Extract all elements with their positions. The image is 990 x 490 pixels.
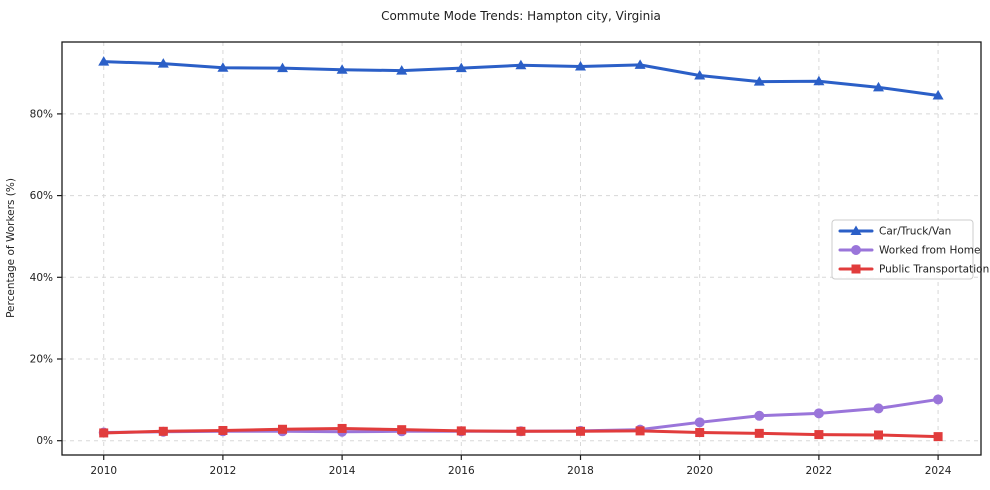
data-point-marker <box>455 62 467 73</box>
data-point-marker <box>694 69 706 80</box>
x-tick-label: 2024 <box>925 465 952 477</box>
square-marker-icon <box>851 264 861 274</box>
y-tick-label: 20% <box>30 354 53 366</box>
data-point-marker <box>635 426 645 436</box>
data-point-marker <box>694 417 705 428</box>
data-point-marker <box>337 423 347 433</box>
legend-label: Worked from Home <box>879 245 980 257</box>
legend-label: Public Transportation <box>879 264 989 276</box>
y-tick-labels: 0% 20% 40% 60% 80% <box>30 108 53 447</box>
x-tick-labels: 2010 2012 2014 2016 2018 2020 2022 2024 <box>90 465 951 477</box>
axis-ticks <box>57 113 939 460</box>
data-point-marker <box>99 428 109 438</box>
data-point-marker <box>695 428 705 438</box>
data-point-marker <box>575 61 587 71</box>
x-tick-label: 2022 <box>806 465 833 477</box>
y-tick-label: 40% <box>30 272 53 284</box>
data-point-marker <box>872 81 884 92</box>
data-point-marker <box>814 430 824 440</box>
data-point-marker <box>396 65 408 75</box>
data-point-marker <box>277 62 289 73</box>
data-point-marker <box>98 56 110 66</box>
data-point-marker <box>933 432 943 442</box>
data-point-marker <box>336 64 348 74</box>
gridlines <box>62 42 981 455</box>
x-tick-label: 2020 <box>686 465 713 477</box>
data-point-marker <box>873 430 883 440</box>
data-point-marker <box>397 425 407 435</box>
triangle-marker-icon <box>850 225 862 235</box>
y-tick-label: 0% <box>36 435 53 447</box>
data-point-marker <box>576 426 586 436</box>
data-point-marker <box>813 75 825 86</box>
data-point-marker <box>754 410 765 421</box>
series-car-truck-van <box>98 56 944 100</box>
legend-label: Car/Truck/Van <box>879 226 951 238</box>
data-point-marker <box>873 403 884 414</box>
data-point-marker <box>753 76 765 86</box>
x-tick-label: 2014 <box>329 465 356 477</box>
data-point-marker <box>754 428 764 438</box>
y-axis-label: Percentage of Workers (%) <box>5 178 17 318</box>
data-point-marker <box>515 59 527 70</box>
legend-box <box>831 219 974 280</box>
legend-item: Public Transportation <box>838 264 989 276</box>
data-point-marker <box>932 90 944 100</box>
y-tick-label: 80% <box>30 108 53 120</box>
data-point-marker <box>158 426 168 436</box>
x-tick-label: 2018 <box>567 465 594 477</box>
x-tick-label: 2010 <box>90 465 117 477</box>
data-point-marker <box>218 425 228 435</box>
circle-marker-icon <box>851 245 861 255</box>
data-point-marker <box>456 426 466 436</box>
data-point-marker <box>278 424 288 434</box>
x-tick-label: 2016 <box>448 465 475 477</box>
data-point-marker <box>516 426 526 436</box>
series-public-transportation <box>99 423 943 442</box>
series-lines <box>98 56 944 442</box>
legend-item: Worked from Home <box>838 245 980 257</box>
y-tick-label: 60% <box>30 190 53 202</box>
data-point-marker <box>933 394 944 405</box>
x-tick-label: 2012 <box>210 465 237 477</box>
plot-border <box>61 41 982 456</box>
data-point-marker <box>813 408 824 419</box>
data-point-marker <box>634 59 646 69</box>
legend: Car/Truck/Van Worked from Home Public Tran… <box>831 219 989 280</box>
data-point-marker <box>157 58 169 68</box>
legend-item: Car/Truck/Van <box>838 225 951 238</box>
chart-title: Commute Mode Trends: Hampton city, Virgi… <box>381 9 661 23</box>
data-point-marker <box>217 62 229 72</box>
